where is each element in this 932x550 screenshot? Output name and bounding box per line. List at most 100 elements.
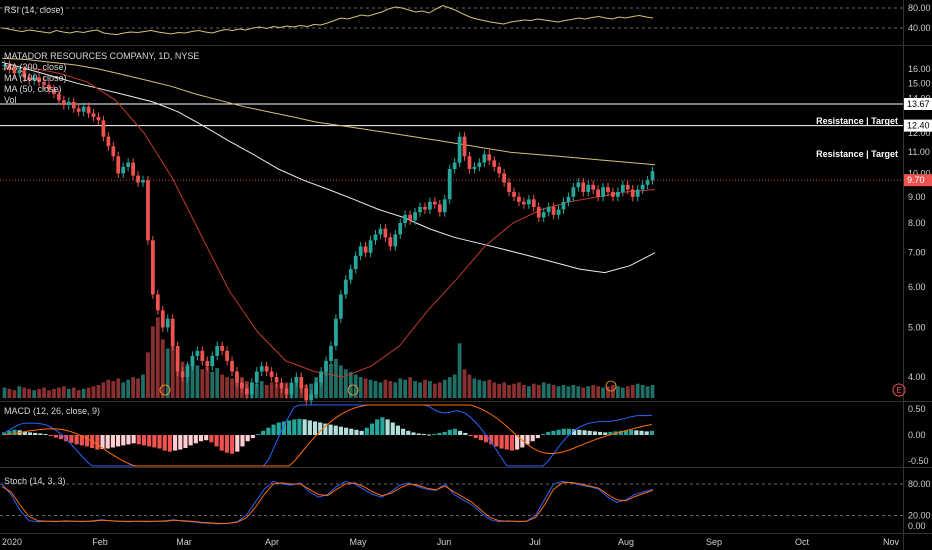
macd-hist-bar xyxy=(224,435,229,453)
last-price-tag: 9.70 xyxy=(907,175,925,185)
volume-bar xyxy=(556,386,561,398)
candle-body xyxy=(591,184,596,190)
candle-body xyxy=(601,187,605,197)
macd-hist-bar xyxy=(608,431,613,435)
macd-hist-bar xyxy=(152,435,157,448)
price-axis[interactable]: 16.0015.0014.0012.0011.0010.009.008.007.… xyxy=(904,64,932,382)
candle-body xyxy=(101,120,106,137)
candle-body xyxy=(596,189,600,197)
macd-hist-bar xyxy=(499,435,504,449)
volume-bar xyxy=(146,352,150,398)
candle-body xyxy=(319,371,323,383)
candle-body xyxy=(447,169,452,200)
volume-bar xyxy=(170,345,175,398)
volume-bar xyxy=(457,343,462,398)
macd-hist-bar xyxy=(240,435,245,447)
candle-body xyxy=(249,382,254,395)
candle-body xyxy=(175,345,180,372)
volume-bar xyxy=(418,382,422,398)
rsi-legend[interactable]: RSI (14, close) xyxy=(4,5,64,15)
candle-body xyxy=(566,196,571,202)
volume-bar xyxy=(522,384,526,398)
candle-body xyxy=(2,64,7,67)
candle-body xyxy=(635,189,640,197)
candle-body xyxy=(413,212,417,221)
volume-bar xyxy=(61,386,66,398)
earnings-icon[interactable]: E xyxy=(892,383,906,397)
candle-body xyxy=(12,69,17,74)
earnings-marker-icon[interactable] xyxy=(605,380,617,392)
volume-bar xyxy=(502,382,506,398)
candle-body xyxy=(551,206,556,215)
candle-body xyxy=(66,101,71,106)
volume-bar xyxy=(432,383,437,398)
macd-hist-bar xyxy=(7,430,12,435)
volume-bar xyxy=(487,379,492,398)
volume-bar xyxy=(477,379,482,398)
candle-body xyxy=(324,360,328,372)
volume-bar xyxy=(71,387,76,398)
volume-bar xyxy=(27,388,32,398)
volume-bar xyxy=(2,387,7,398)
macd-hist-bar xyxy=(167,435,172,452)
volume-bar xyxy=(442,379,447,398)
macd-hist-bar xyxy=(587,430,592,435)
earnings-marker-circle xyxy=(347,384,359,396)
volume-bar xyxy=(551,384,556,398)
candle-body xyxy=(151,240,155,295)
resistance-label-1: Resistance | Target xyxy=(816,116,898,126)
price-pane xyxy=(0,57,903,405)
candle-body xyxy=(225,350,229,361)
earnings-marker-icon[interactable] xyxy=(347,384,359,396)
candle-body xyxy=(536,206,541,218)
time-tick-label: 2020 xyxy=(2,537,22,547)
candle-body xyxy=(52,89,56,94)
stoch-tick-label: 20.00 xyxy=(908,511,931,521)
candle-body xyxy=(91,113,96,117)
candle-body xyxy=(531,199,536,207)
candle-body xyxy=(358,246,363,256)
price-tick-label: 9.00 xyxy=(908,192,926,202)
macd-hist-bar xyxy=(173,435,178,451)
candle-body xyxy=(338,294,343,319)
macd-hist-bar xyxy=(162,435,167,451)
candle-body xyxy=(571,187,576,197)
legend-vol[interactable]: Vol xyxy=(4,95,17,105)
candle-body xyxy=(37,77,41,82)
legend-ma200[interactable]: MA (200, close) xyxy=(4,62,67,72)
candle-body xyxy=(576,182,581,188)
macd-hist-bar xyxy=(116,435,121,447)
macd-hist-bar xyxy=(592,431,597,435)
legend-ma50[interactable]: MA (50, close) xyxy=(4,84,62,94)
candle-body xyxy=(136,175,140,183)
time-axis[interactable]: 2020 Feb Mar Apr May Jun Jul Aug Sep Oct Nov xyxy=(2,537,900,547)
candle-body xyxy=(269,371,274,377)
macd-hist-bar xyxy=(629,429,634,435)
candle-body xyxy=(289,382,294,395)
candle-body xyxy=(185,366,190,377)
candle-body xyxy=(47,84,51,90)
candle-body xyxy=(160,310,165,328)
macd-tick-label: 0.50 xyxy=(908,404,926,414)
macd-hist-bar xyxy=(634,430,639,435)
volume-bar xyxy=(81,388,86,398)
volume-bar xyxy=(383,379,388,398)
time-tick-label: Jun xyxy=(437,537,452,547)
macd-hist-bar xyxy=(287,420,292,435)
stoch-legend[interactable]: Stoch (14, 3, 3) xyxy=(4,476,66,486)
macd-hist-bar xyxy=(64,435,69,442)
volume-bar xyxy=(96,384,101,398)
earnings-marker-icon[interactable] xyxy=(159,384,171,396)
macd-legend[interactable]: MACD (12, 26, close, 9) xyxy=(4,406,100,416)
volume-bar xyxy=(205,366,210,398)
volume-bar xyxy=(353,374,358,398)
volume-bar xyxy=(225,377,229,398)
macd-hist-bar xyxy=(380,417,385,435)
volume-bar xyxy=(343,369,348,398)
candle-body xyxy=(205,360,210,367)
time-tick-label: Apr xyxy=(265,537,279,547)
macd-hist-bar xyxy=(525,435,530,445)
legend-ma100[interactable]: MA (100, close) xyxy=(4,73,67,83)
candle-body xyxy=(502,173,506,183)
